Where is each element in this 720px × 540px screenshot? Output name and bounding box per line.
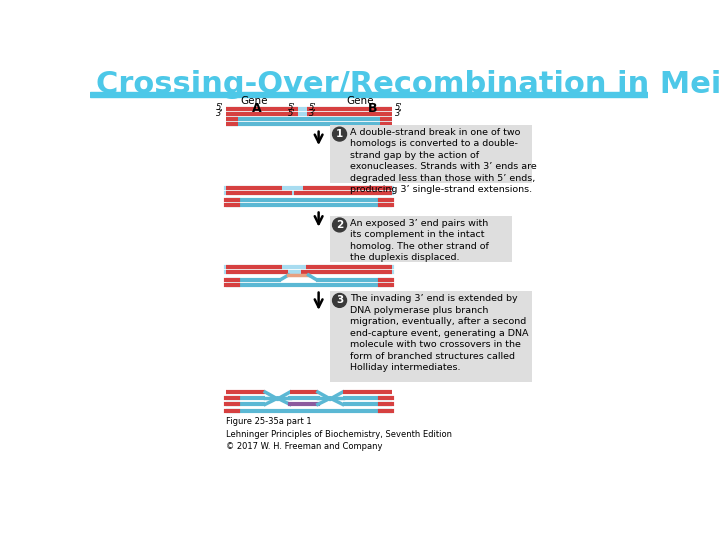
Circle shape: [333, 218, 346, 232]
Text: 5': 5': [309, 104, 316, 112]
Text: 3': 3': [395, 109, 402, 118]
Text: 3: 3: [336, 295, 343, 306]
FancyBboxPatch shape: [330, 291, 532, 382]
FancyBboxPatch shape: [330, 125, 532, 183]
Text: 5': 5': [395, 104, 402, 112]
Text: Figure 25-35a part 1
Lehninger Principles of Biochemistry, Seventh Edition
© 201: Figure 25-35a part 1 Lehninger Principle…: [226, 417, 452, 451]
Text: An exposed 3’ end pairs with
its complement in the intact
homolog. The other str: An exposed 3’ end pairs with its complem…: [351, 219, 490, 262]
FancyBboxPatch shape: [330, 215, 513, 262]
Text: 1: 1: [336, 129, 343, 139]
Text: 3': 3': [309, 109, 316, 118]
Text: A double-strand break in one of two
homologs is converted to a double-
strand ga: A double-strand break in one of two homo…: [351, 128, 537, 194]
Circle shape: [333, 294, 346, 307]
Text: 3': 3': [216, 109, 223, 118]
Text: The invading 3’ end is extended by
DNA polymerase plus branch
migration, eventua: The invading 3’ end is extended by DNA p…: [351, 294, 529, 372]
Text: A: A: [252, 102, 261, 115]
Text: 5': 5': [288, 109, 295, 118]
Bar: [90, 92, 648, 97]
Text: 5': 5': [288, 104, 295, 112]
Circle shape: [333, 127, 346, 141]
Text: 5': 5': [216, 104, 223, 112]
Text: Crossing-Over/Recombination in Meiosis: Crossing-Over/Recombination in Meiosis: [96, 70, 720, 99]
Text: Gene: Gene: [346, 96, 374, 106]
Text: Gene: Gene: [240, 96, 268, 106]
Text: B: B: [368, 102, 377, 115]
Text: 2: 2: [336, 220, 343, 230]
